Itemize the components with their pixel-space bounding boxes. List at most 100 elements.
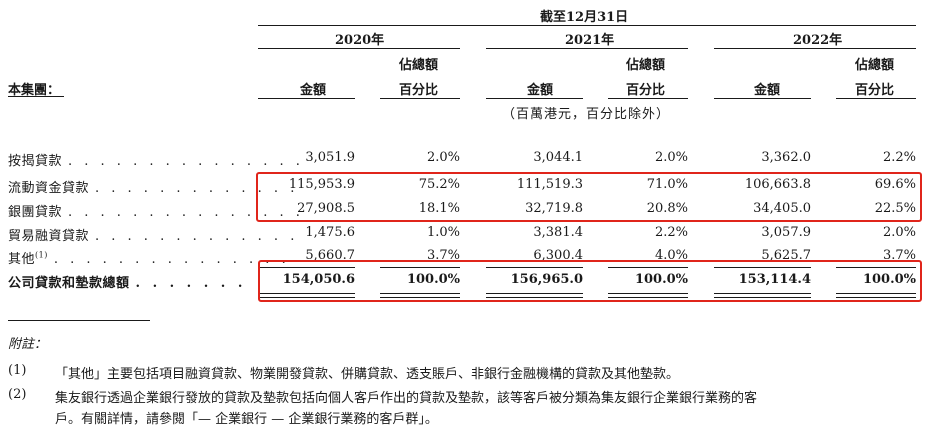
row-working-capital-cell: 75.2%	[418, 177, 460, 192]
row-syndicated-cell: 27,908.5	[297, 201, 355, 216]
row-syndicated-leader-dots: . . . . . . . . . . . . . . .	[68, 205, 304, 220]
row-mortgage-label: 按揭貸款 . . . . . . . . . . . . . . .	[8, 150, 304, 169]
row-total-cell: 100.0%	[634, 272, 688, 287]
total-top-rule	[486, 267, 583, 268]
row-mortgage-cell: 3,044.1	[533, 150, 583, 165]
group-label: 本集團：	[8, 83, 61, 98]
year-2020: 2020年	[335, 33, 385, 48]
row-working-capital-cell: 106,663.8	[744, 177, 811, 192]
row-trade-finance-cell: 1.0%	[426, 225, 460, 240]
group-label-underline	[8, 96, 64, 97]
row-syndicated-cell: 20.8%	[646, 201, 688, 216]
total-top-rule	[836, 267, 916, 268]
unit-note: （百萬港元，百分比除外）	[502, 107, 671, 122]
total-top-rule	[380, 267, 460, 268]
note-1-number: (1)	[8, 363, 27, 378]
total-top-rule	[608, 267, 688, 268]
row-total-cell: 153,114.4	[738, 272, 811, 287]
col-rule-1	[258, 98, 355, 99]
row-other-cell: 4.0%	[654, 248, 688, 263]
row-syndicated-cell: 18.1%	[418, 201, 460, 216]
notes-title: 附註：	[8, 337, 48, 352]
highlight-box-loans	[256, 172, 922, 222]
year-rule-2022	[714, 48, 916, 49]
row-working-capital-cell: 71.0%	[646, 177, 688, 192]
highlight-box-total	[258, 260, 922, 302]
note-2-text-cont: 戶。有關詳情，請參閱「— 企業銀行 — 企業銀行業務的客戶群」。	[55, 412, 438, 427]
total-double-rule	[486, 293, 583, 298]
row-trade-finance-cell: 3,057.9	[761, 225, 811, 240]
as-of-heading: 截至12月31日	[540, 10, 629, 25]
year-rule-2021	[486, 48, 688, 49]
row-working-capital-cell: 115,953.9	[288, 177, 355, 192]
row-syndicated-cell: 32,719.8	[525, 201, 583, 216]
row-syndicated-label-text: 銀團貸款	[8, 205, 63, 220]
note-1-text: 「其他」主要包括項目融資貸款、物業開發貸款、併購貸款、透支賬戶、非銀行金融機構的…	[55, 367, 680, 382]
row-trade-finance-leader-dots: . . . . . . . . . . . . .	[95, 229, 299, 244]
total-top-rule	[714, 267, 811, 268]
row-mortgage-cell: 2.0%	[426, 150, 460, 165]
pct-header-2020-l2: 百分比	[399, 83, 439, 98]
row-total-label: 公司貸款和墊款總額 . . . . . . .	[8, 272, 246, 291]
row-other-leader-dots: . . . . . . . . . . . . . . .	[53, 252, 290, 267]
row-other-cell: 5,625.7	[761, 248, 811, 263]
year-rule-2020	[258, 48, 460, 49]
year-2021: 2021年	[565, 33, 615, 48]
row-working-capital-leader-dots: . . . . . . . . . . . . .	[95, 181, 299, 196]
row-trade-finance-cell: 2.2%	[654, 225, 688, 240]
row-other-label-text: 其他	[8, 252, 36, 267]
row-total-cell: 156,965.0	[510, 272, 583, 287]
row-trade-finance-cell: 2.0%	[882, 225, 916, 240]
total-double-rule	[836, 293, 916, 298]
pct-header-2021-l1: 佔總額	[626, 58, 666, 73]
row-other-label: 其他(1) . . . . . . . . . . . . . . .	[8, 248, 290, 267]
total-top-rule	[258, 267, 355, 268]
row-other-cell: 3.7%	[426, 248, 460, 263]
note-2-number: (2)	[8, 387, 27, 402]
pct-header-2020-l1: 佔總額	[399, 58, 439, 73]
row-trade-finance-cell: 3,381.4	[533, 225, 583, 240]
amount-header-2022: 金額	[754, 83, 781, 98]
row-other-cell: 5,660.7	[305, 248, 355, 263]
row-total-cell: 100.0%	[406, 272, 460, 287]
total-double-rule	[380, 293, 460, 298]
row-mortgage-cell: 2.2%	[882, 150, 916, 165]
amount-header-2021: 金額	[527, 83, 554, 98]
row-trade-finance-label-text: 貿易融資貸款	[8, 229, 90, 244]
row-working-capital-label: 流動資金貸款 . . . . . . . . . . . . .	[8, 177, 298, 196]
row-total-cell: 100.0%	[862, 272, 916, 287]
row-working-capital-cell: 69.6%	[874, 177, 916, 192]
col-rule-4	[608, 98, 688, 99]
row-mortgage-leader-dots: . . . . . . . . . . . . . . .	[68, 154, 304, 169]
row-trade-finance-label: 貿易融資貸款 . . . . . . . . . . . . .	[8, 225, 298, 244]
total-double-rule	[714, 293, 811, 298]
row-syndicated-cell: 34,405.0	[753, 201, 811, 216]
row-total-label-text: 公司貸款和墊款總額	[8, 276, 130, 291]
notes-divider	[8, 320, 150, 321]
row-working-capital-label-text: 流動資金貸款	[8, 181, 90, 196]
col-rule-6	[836, 98, 916, 99]
total-double-rule	[258, 293, 355, 298]
col-rule-5	[714, 98, 811, 99]
row-total-cell: 154,050.6	[282, 272, 355, 287]
row-trade-finance-cell: 1,475.6	[305, 225, 355, 240]
row-other-cell: 3.7%	[882, 248, 916, 263]
row-total-leader-dots: . . . . . . .	[135, 276, 247, 291]
row-mortgage-label-text: 按揭貸款	[8, 154, 63, 169]
pct-header-2022-l1: 佔總額	[855, 58, 895, 73]
row-mortgage-cell: 3,051.9	[305, 150, 355, 165]
row-other-footnote-ref: (1)	[35, 250, 48, 260]
row-syndicated-label: 銀團貸款 . . . . . . . . . . . . . . .	[8, 201, 304, 220]
row-mortgage-cell: 3,362.0	[761, 150, 811, 165]
pct-header-2022-l2: 百分比	[855, 83, 895, 98]
pct-header-2021-l2: 百分比	[626, 83, 666, 98]
col-rule-3	[486, 98, 583, 99]
amount-header-2020: 金額	[300, 83, 327, 98]
year-2022: 2022年	[793, 33, 843, 48]
total-double-rule	[608, 293, 688, 298]
row-working-capital-cell: 111,519.3	[516, 177, 583, 192]
row-syndicated-cell: 22.5%	[874, 201, 916, 216]
as-of-rule	[258, 25, 916, 26]
col-rule-2	[380, 98, 460, 99]
row-other-cell: 6,300.4	[533, 248, 583, 263]
